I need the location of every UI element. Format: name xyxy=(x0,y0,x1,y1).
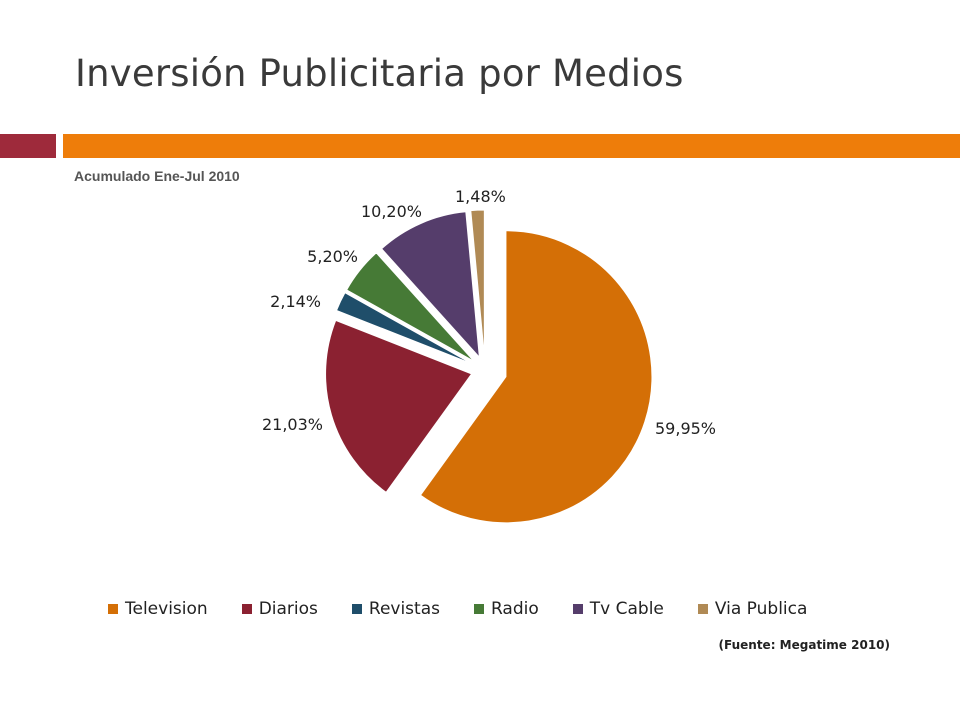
source-note: (Fuente: Megatime 2010) xyxy=(718,638,890,652)
data-label-radio: 5,20% xyxy=(307,247,358,266)
legend-item-tv-cable: Tv Cable xyxy=(572,599,664,619)
slide-title: Inversión Publicitaria por Medios xyxy=(75,52,684,95)
legend-label-tv-cable: Tv Cable xyxy=(589,599,664,619)
legend-item-radio: Radio xyxy=(473,599,539,619)
legend-label-diarios: Diarios xyxy=(258,599,318,619)
pie-slice-radio xyxy=(345,252,475,362)
data-label-revistas: 2,14% xyxy=(270,292,321,311)
data-label-television: 59,95% xyxy=(655,419,716,438)
legend-swatch-revistas xyxy=(351,604,362,614)
legend-label-radio: Radio xyxy=(490,599,539,619)
legend-swatch-diarios xyxy=(241,604,252,614)
accent-bar-orange xyxy=(63,134,960,158)
pie-slice-diarios xyxy=(325,319,473,494)
legend-swatch-radio xyxy=(473,604,484,614)
legend-swatch-tv-cable xyxy=(572,604,583,614)
data-label-via-publica: 1,48% xyxy=(455,187,506,206)
accent-bar-red xyxy=(0,134,56,158)
chart-title: Acumulado Ene-Jul 2010 xyxy=(74,168,240,184)
legend-label-television: Television xyxy=(125,599,208,619)
pie-slice-television xyxy=(419,230,653,524)
data-label-diarios: 21,03% xyxy=(262,415,323,434)
legend-item-diarios: Diarios xyxy=(241,599,318,619)
data-label-tv-cable: 10,20% xyxy=(361,202,422,221)
legend-item-via-publica: Via Publica xyxy=(697,599,808,619)
legend-swatch-via-publica xyxy=(697,604,708,614)
legend-swatch-television xyxy=(108,604,118,614)
legend-item-television: Television xyxy=(108,599,208,619)
legend-item-revistas: Revistas xyxy=(351,599,440,619)
chart-legend: Television Diarios Revistas Radio Tv Cable Vi… xyxy=(108,598,807,620)
pie-slice-tv-cable xyxy=(380,211,481,359)
pie-slice-revistas xyxy=(335,292,473,365)
legend-label-via-publica: Via Publica xyxy=(714,599,808,619)
legend-label-revistas: Revistas xyxy=(368,599,440,619)
pie-slice-via-publica xyxy=(470,209,485,357)
